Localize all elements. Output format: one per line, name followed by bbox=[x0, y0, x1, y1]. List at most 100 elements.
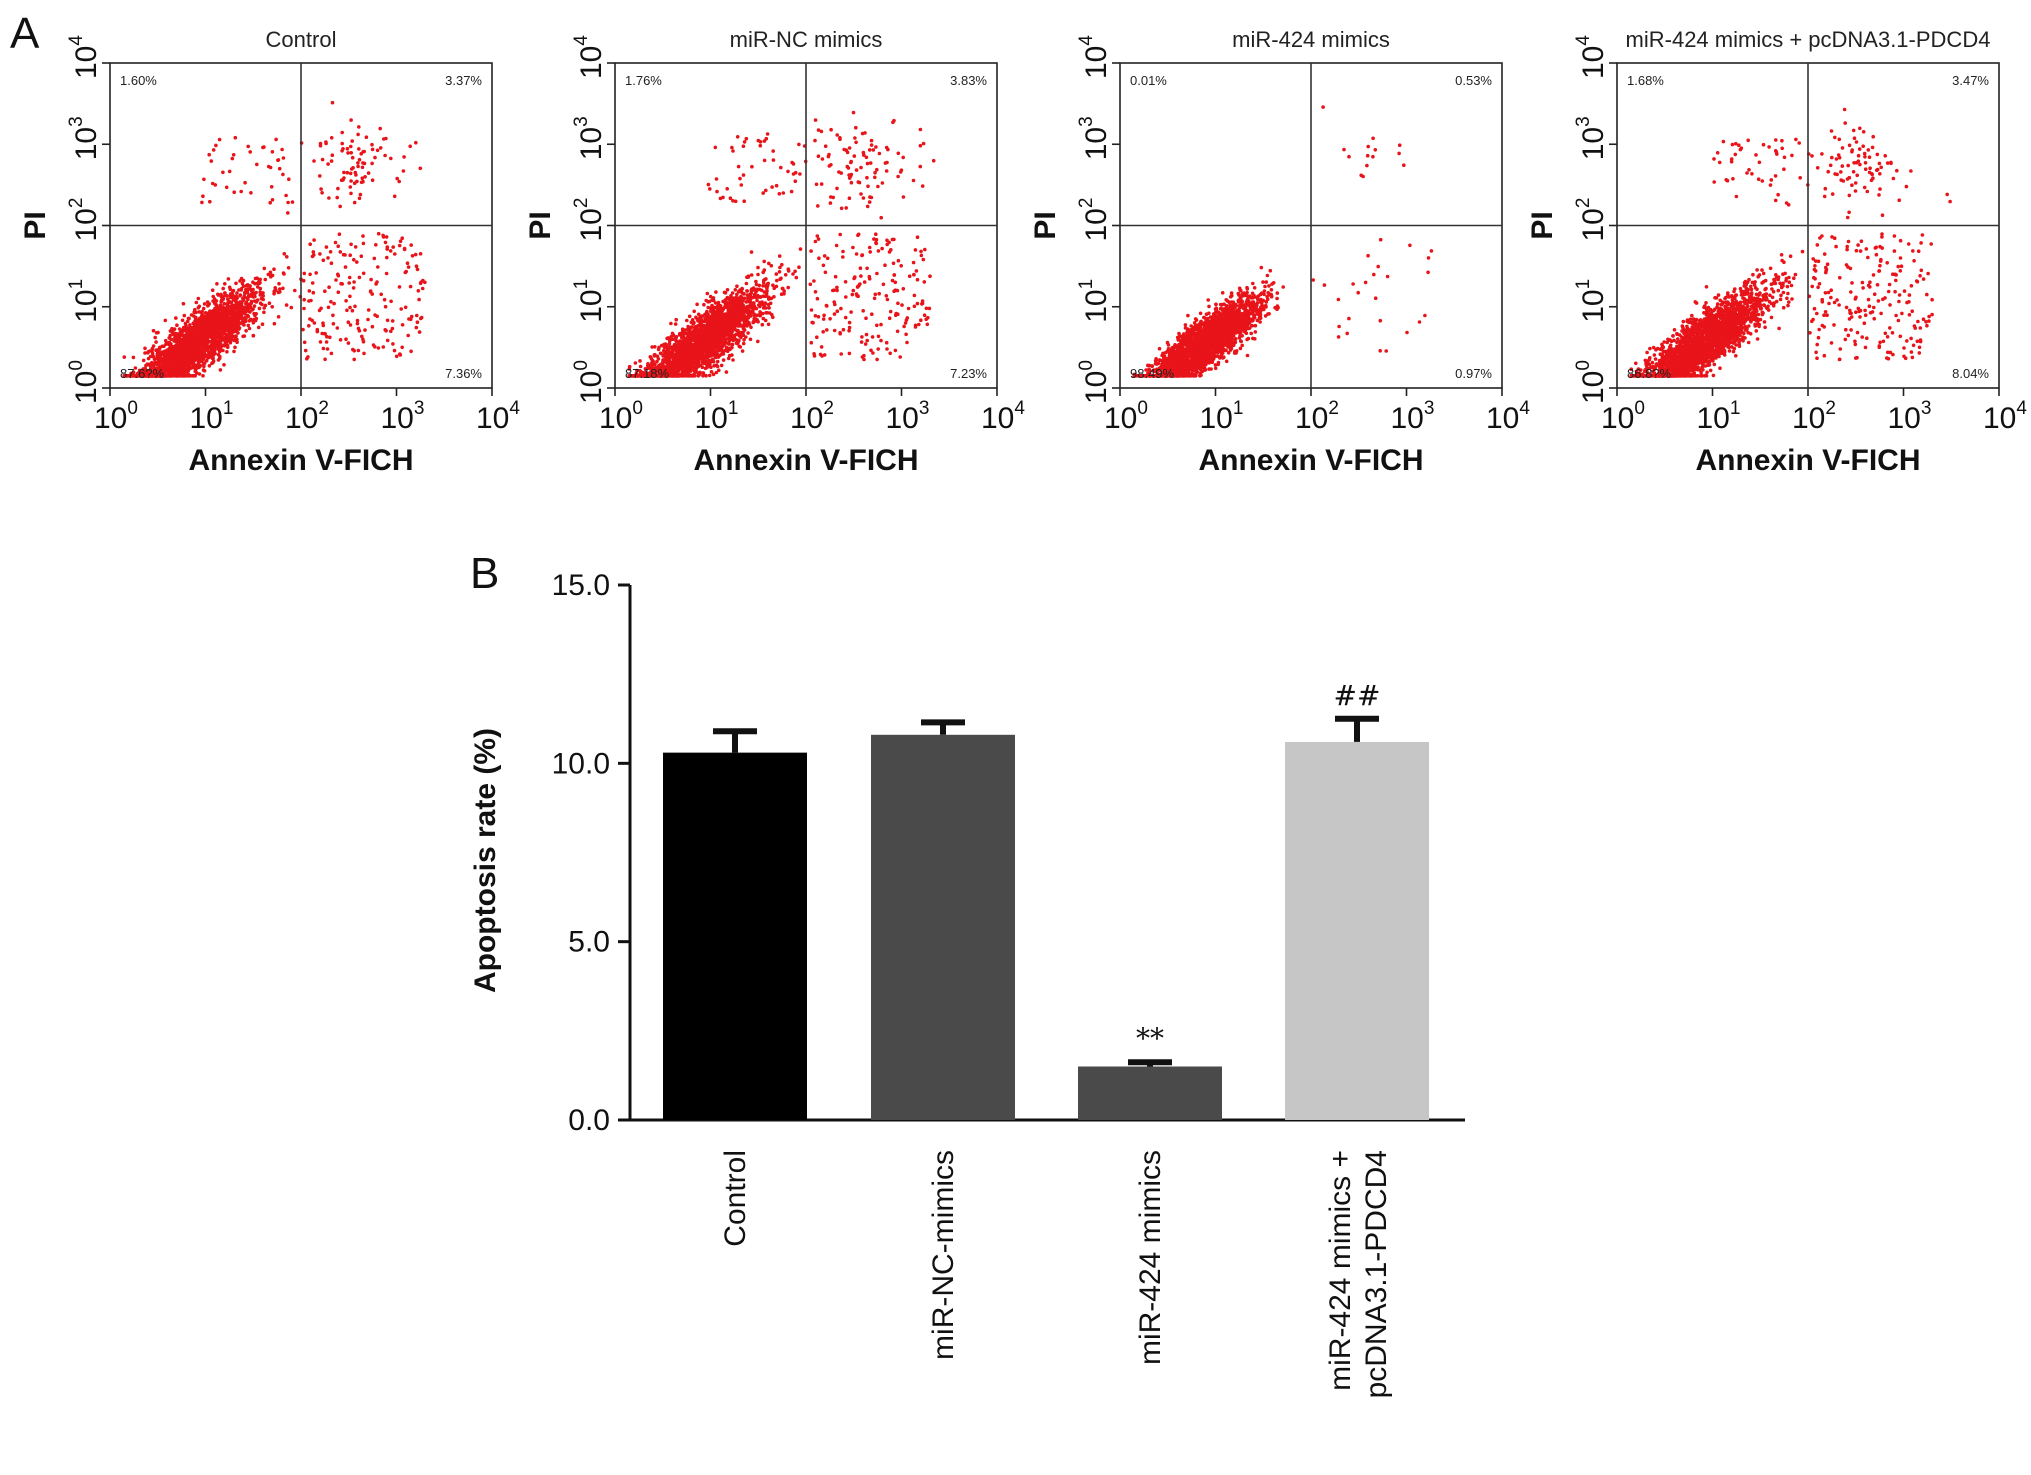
scatter-dot bbox=[347, 281, 352, 285]
scatter-dot bbox=[153, 335, 157, 340]
scatter-dot bbox=[252, 293, 257, 298]
scatter-dot bbox=[211, 356, 215, 361]
scatter-dot bbox=[746, 295, 750, 300]
scatter-dot bbox=[309, 298, 313, 303]
scatter-dot bbox=[210, 335, 214, 340]
scatter-dot bbox=[669, 321, 673, 326]
scatter-dot bbox=[392, 194, 397, 199]
scatter-dot bbox=[190, 357, 195, 362]
scatter-dot bbox=[258, 293, 263, 297]
scatter-dot bbox=[694, 363, 698, 367]
scatter-dot bbox=[686, 324, 690, 329]
scatter-dot bbox=[368, 289, 373, 293]
scatter-dot bbox=[311, 290, 316, 295]
scatter-dot bbox=[754, 306, 759, 311]
scatter-dot bbox=[703, 312, 707, 317]
scatter-dot bbox=[666, 336, 670, 340]
scatter-dot bbox=[680, 335, 684, 340]
scatter-dot bbox=[729, 331, 734, 336]
scatter-dot bbox=[745, 310, 749, 315]
scatter-dot bbox=[232, 190, 236, 194]
scatter-dot bbox=[370, 142, 374, 147]
scatter-dot bbox=[844, 295, 848, 299]
scatter-dot bbox=[197, 364, 202, 369]
scatter-dot bbox=[406, 333, 411, 338]
scatter-dot bbox=[361, 241, 366, 246]
scatter-dot bbox=[734, 310, 739, 315]
scatter-dot bbox=[835, 309, 840, 314]
scatter-dot bbox=[234, 314, 238, 319]
scatter-dot bbox=[165, 349, 170, 353]
scatter-dot bbox=[232, 349, 236, 354]
scatter-dot bbox=[338, 250, 343, 254]
scatter-dot bbox=[754, 295, 758, 300]
scatter-dot bbox=[201, 306, 206, 311]
scatter-dot bbox=[221, 297, 225, 302]
scatter-dot bbox=[883, 263, 887, 268]
scatter-dot bbox=[337, 232, 342, 236]
scatter-dot bbox=[203, 322, 207, 326]
scatter-dot bbox=[221, 348, 225, 353]
scatter-dot bbox=[752, 316, 756, 321]
scatter-dot bbox=[210, 181, 215, 186]
y-tick-base: 10 bbox=[70, 289, 103, 322]
scatter-dot bbox=[708, 294, 713, 299]
scatter-dot bbox=[414, 140, 418, 145]
scatter-dot bbox=[673, 322, 678, 326]
scatter-dot bbox=[714, 290, 718, 294]
scatter-dot bbox=[754, 288, 759, 293]
scatter-dot bbox=[707, 373, 712, 378]
scatter-dot bbox=[633, 361, 638, 365]
scatter-dot bbox=[366, 171, 371, 175]
scatter-dot bbox=[246, 309, 251, 313]
scatter-dot bbox=[731, 316, 736, 321]
scatter-dot bbox=[680, 359, 684, 364]
scatter-dot bbox=[669, 362, 673, 367]
scatter-dot bbox=[766, 281, 770, 286]
scatter-dot bbox=[420, 286, 425, 291]
scatter-dot bbox=[397, 285, 402, 289]
scatter-dot bbox=[356, 348, 361, 353]
scatter-dot bbox=[258, 286, 263, 291]
scatter-dot bbox=[915, 235, 920, 239]
scatter-dot bbox=[286, 200, 290, 205]
scatter-dot bbox=[653, 352, 657, 357]
quadrant-upper-left-pct: 1.60% bbox=[120, 73, 157, 88]
scatter-dot bbox=[216, 358, 221, 362]
scatter-dot bbox=[180, 318, 185, 323]
scatter-dot bbox=[210, 320, 215, 325]
scatter-dot bbox=[413, 252, 418, 257]
scatter-dot bbox=[196, 361, 201, 366]
scatter-dot bbox=[240, 281, 245, 286]
scatter-dot bbox=[816, 237, 821, 241]
x-tick-base: 10 bbox=[381, 402, 414, 435]
scatter-dot bbox=[252, 311, 256, 316]
scatter-dot bbox=[847, 328, 851, 333]
scatter-dot bbox=[202, 177, 206, 182]
scatter-dot bbox=[853, 275, 857, 279]
scatter-dot bbox=[684, 339, 689, 344]
scatter-dot bbox=[235, 340, 239, 345]
scatter-dot bbox=[315, 327, 320, 332]
scatter-dot bbox=[381, 345, 386, 349]
scatter-dot bbox=[739, 300, 743, 304]
scatter-dot bbox=[335, 326, 340, 330]
scatter-dot bbox=[202, 369, 207, 373]
x-tick-label: 103 bbox=[381, 398, 425, 435]
scatter-dot bbox=[249, 191, 253, 195]
y-tick-base: 10 bbox=[70, 127, 103, 160]
scatter-dot bbox=[188, 323, 192, 327]
x-tick-label: 102 bbox=[285, 398, 329, 435]
scatter-dot bbox=[350, 308, 355, 313]
scatter-dot bbox=[746, 331, 750, 335]
scatter-dot bbox=[763, 318, 768, 323]
scatter-dot bbox=[739, 335, 743, 340]
scatter-dot bbox=[213, 332, 218, 337]
scatter-dot bbox=[674, 335, 678, 340]
scatter-dot bbox=[170, 350, 175, 354]
scatter-dot bbox=[182, 362, 187, 367]
scatter-dot bbox=[676, 365, 680, 369]
scatter-dot bbox=[376, 265, 380, 269]
scatter-dot bbox=[186, 374, 191, 378]
scatter-dot bbox=[349, 144, 353, 149]
